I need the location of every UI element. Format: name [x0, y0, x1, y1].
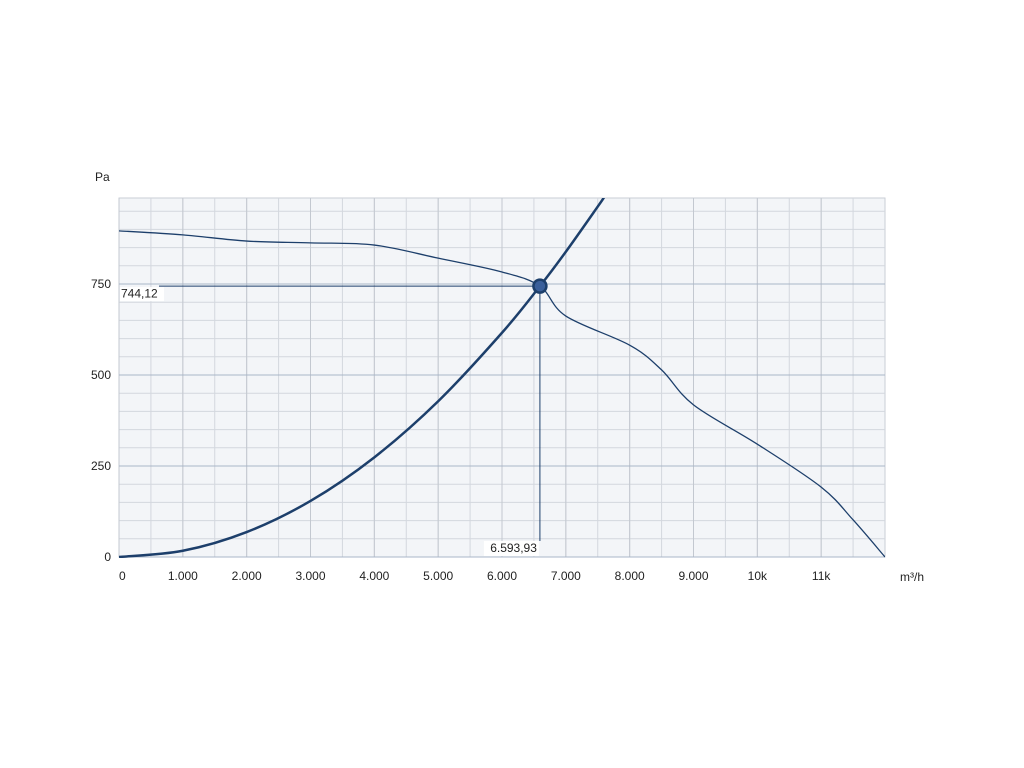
x-tick-label: 8.000 [615, 569, 645, 583]
label-bg [120, 287, 164, 302]
label-bg [483, 541, 539, 556]
x-tick-label: 0 [119, 569, 126, 583]
curve [119, 198, 606, 558]
operating-point [532, 278, 548, 294]
x-tick-label: 7.000 [551, 569, 581, 583]
y-tick-label: 250 [91, 459, 111, 473]
y-tick-label: 500 [91, 368, 111, 382]
x-tick-label: 11k [812, 569, 831, 583]
x-tick-label: 4.000 [359, 569, 389, 583]
y-axis-label: Pa [95, 170, 110, 184]
x-value-label: 6.593,93 [490, 541, 537, 555]
x-tick-label: 9.000 [678, 569, 708, 583]
x-tick-label: 2.000 [232, 569, 262, 583]
x-tick-label: 5.000 [423, 569, 453, 583]
y-value-label: 744,12 [121, 286, 158, 300]
curve [119, 230, 885, 558]
x-tick-label: 6.000 [487, 569, 517, 583]
x-tick-label: 1.000 [168, 569, 198, 583]
x-tick-label: 10k [748, 569, 768, 583]
x-tick-label: 3.000 [295, 569, 325, 583]
y-tick-label: 750 [91, 277, 111, 291]
x-axis-label: m³/h [900, 570, 924, 584]
y-tick-label: 0 [104, 550, 111, 564]
